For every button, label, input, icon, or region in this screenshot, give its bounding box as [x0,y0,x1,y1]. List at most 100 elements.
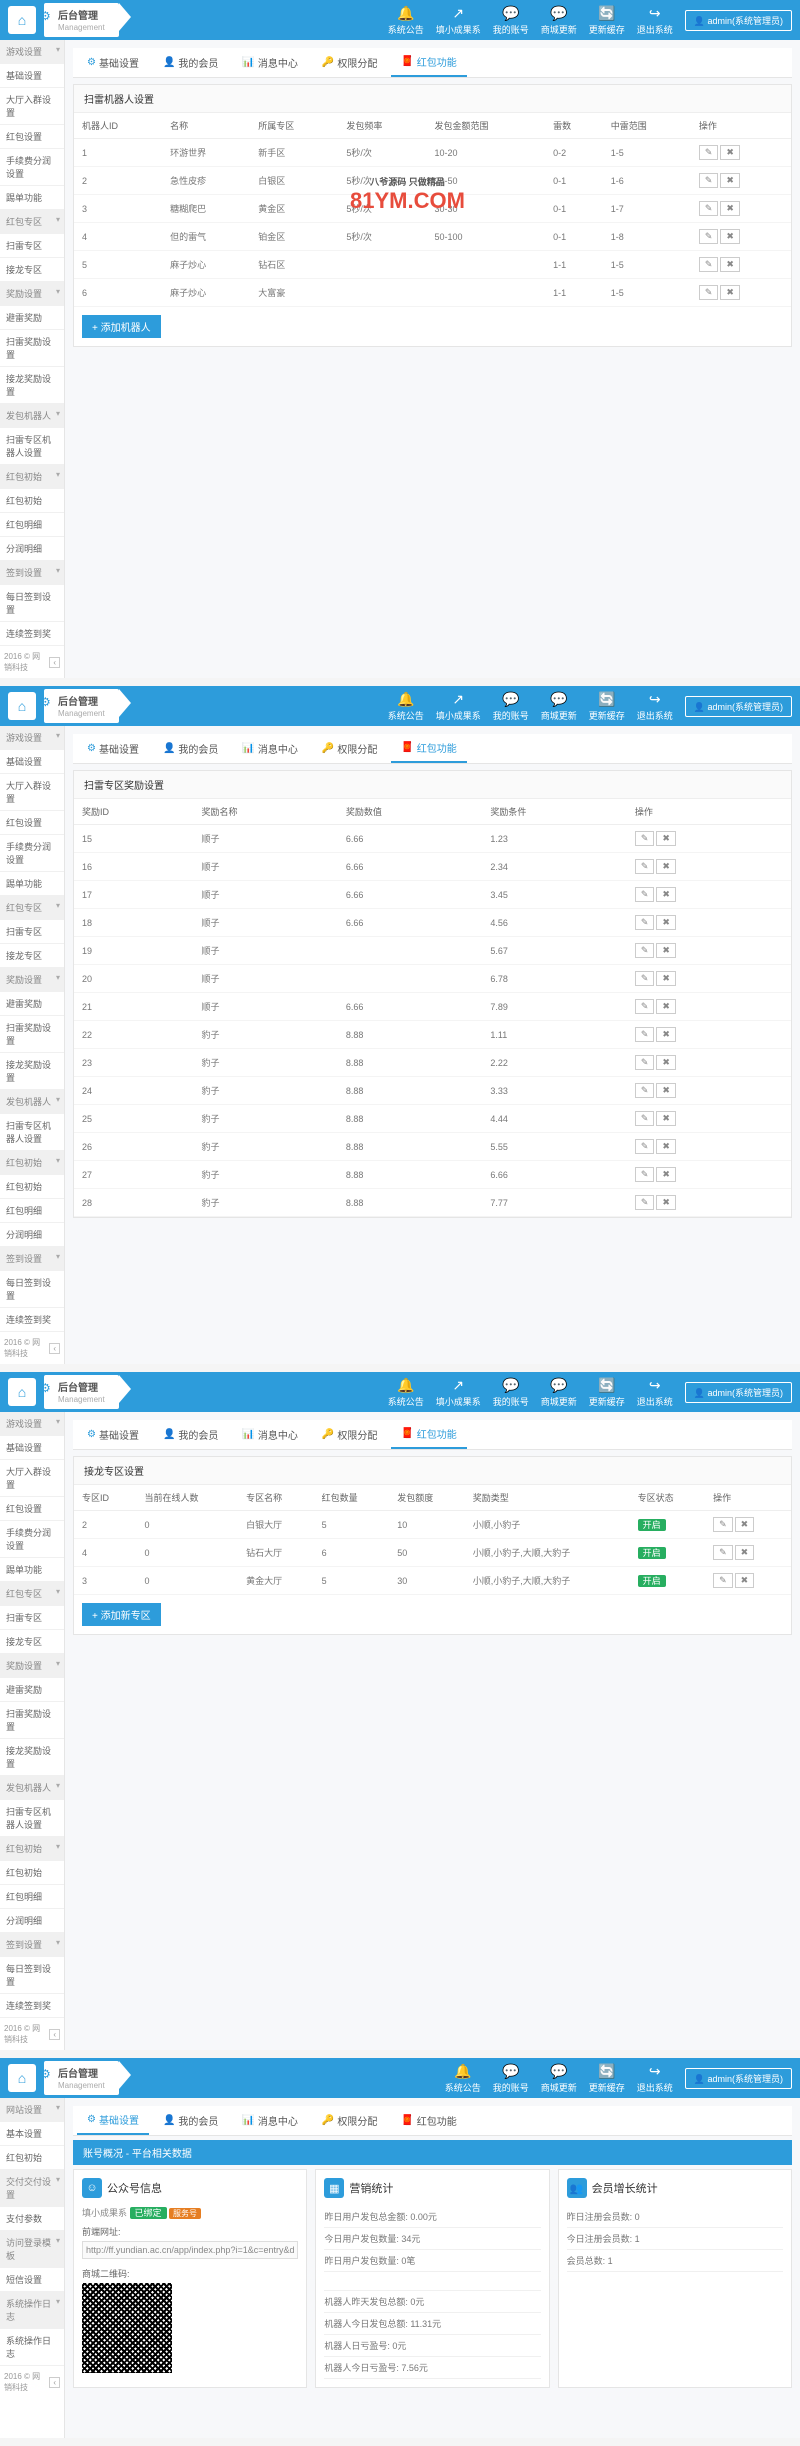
tab[interactable]: 📊消息中心 [232,2106,307,2135]
topbar-item[interactable]: ↗填小成果系 [436,1377,481,1408]
sidebar-item[interactable]: 手续费分润设置 [0,1521,64,1558]
tab[interactable]: 👤我的会员 [153,734,228,763]
topbar-item[interactable]: 🔄更新缓存 [589,1377,625,1408]
edit-button[interactable]: ✎ [713,1517,733,1532]
sidebar-item[interactable]: 每日签到设置 [0,585,64,622]
edit-button[interactable]: ✎ [635,1167,655,1182]
sidebar-item[interactable]: 扫雷奖励设置 [0,330,64,367]
sidebar-item[interactable]: 每日签到设置 [0,1271,64,1308]
topbar-item[interactable]: ↗填小成果系 [436,5,481,36]
topbar-item[interactable]: ↪退出系统 [637,1377,673,1408]
add-robot-button[interactable]: + 添加机器人 [82,315,161,338]
sidebar-item[interactable]: 扫雷专区 [0,920,64,944]
sidebar-item[interactable]: 基础设置 [0,750,64,774]
tab[interactable]: 📊消息中心 [232,734,307,763]
admin-button[interactable]: 👤 admin(系统管理员) [685,696,792,717]
tab[interactable]: ⚙基础设置 [77,48,149,77]
sidebar-item[interactable]: 红包设置 [0,811,64,835]
tab[interactable]: 🧧红包功能 [391,2106,466,2135]
topbar-item[interactable]: 💬商城更新 [541,1377,577,1408]
delete-button[interactable]: ✖ [656,971,676,986]
tab[interactable]: ⚙基础设置 [77,1420,149,1449]
sidebar-item[interactable]: 大厅入群设置 [0,1460,64,1497]
tab[interactable]: 🔑权限分配 [312,48,387,77]
sidebar-item[interactable]: 基础设置 [0,1436,64,1460]
delete-button[interactable]: ✖ [656,859,676,874]
delete-button[interactable]: ✖ [735,1545,755,1560]
sidebar-item[interactable]: 大厅入群设置 [0,774,64,811]
edit-button[interactable]: ✎ [699,285,719,300]
sidebar-item[interactable]: 扫雷专区机器人设置 [0,1114,64,1151]
sidebar-item[interactable]: 接龙奖励设置 [0,1053,64,1090]
topbar-item[interactable]: 🔔系统公告 [388,5,424,36]
edit-button[interactable]: ✎ [699,257,719,272]
topbar-item[interactable]: 💬我的账号 [493,691,529,722]
delete-button[interactable]: ✖ [656,1111,676,1126]
topbar-item[interactable]: ↪退出系统 [637,2063,673,2094]
edit-button[interactable]: ✎ [635,1139,655,1154]
delete-button[interactable]: ✖ [720,229,740,244]
topbar-item[interactable]: 🔄更新缓存 [589,691,625,722]
edit-button[interactable]: ✎ [699,201,719,216]
delete-button[interactable]: ✖ [720,201,740,216]
sidebar-item[interactable]: 红包明细 [0,513,64,537]
sidebar-item[interactable]: 红包明细 [0,1199,64,1223]
sidebar-item[interactable]: 接龙奖励设置 [0,367,64,404]
url-input[interactable] [82,2241,298,2259]
topbar-item[interactable]: 💬商城更新 [541,691,577,722]
edit-button[interactable]: ✎ [635,999,655,1014]
sidebar-item[interactable]: 支付参数 [0,2207,64,2231]
tab[interactable]: 📊消息中心 [232,48,307,77]
delete-button[interactable]: ✖ [720,145,740,160]
sidebar-item[interactable]: 连续签到奖 [0,1308,64,1332]
sidebar-item[interactable]: 接龙专区 [0,1630,64,1654]
topbar-item[interactable]: 🔄更新缓存 [589,5,625,36]
delete-button[interactable]: ✖ [656,1083,676,1098]
sidebar-item[interactable]: 系统操作日志 [0,2329,64,2366]
sidebar-item[interactable]: 大厅入群设置 [0,88,64,125]
tab[interactable]: 🔑权限分配 [312,2106,387,2135]
delete-button[interactable]: ✖ [656,1195,676,1210]
sidebar-item[interactable]: 踢单功能 [0,872,64,896]
delete-button[interactable]: ✖ [656,887,676,902]
edit-button[interactable]: ✎ [635,831,655,846]
sidebar-item[interactable]: 避雷奖励 [0,1678,64,1702]
topbar-item[interactable]: 🔔系统公告 [388,1377,424,1408]
edit-button[interactable]: ✎ [635,1111,655,1126]
admin-button[interactable]: 👤 admin(系统管理员) [685,10,792,31]
edit-button[interactable]: ✎ [635,943,655,958]
topbar-item[interactable]: 💬我的账号 [493,1377,529,1408]
sidebar-item[interactable]: 红包初始 [0,1175,64,1199]
sidebar-item[interactable]: 基础设置 [0,64,64,88]
add-zone-button[interactable]: + 添加新专区 [82,1603,161,1626]
sidebar-item[interactable]: 手续费分润设置 [0,149,64,186]
tab[interactable]: 🧧红包功能 [391,48,466,77]
sidebar-item[interactable]: 连续签到奖 [0,622,64,646]
topbar-item[interactable]: 🔔系统公告 [445,2063,481,2094]
tab[interactable]: 👤我的会员 [153,2106,228,2135]
topbar-item[interactable]: ↗填小成果系 [436,691,481,722]
sidebar-item[interactable]: 分润明细 [0,537,64,561]
edit-button[interactable]: ✎ [635,1083,655,1098]
delete-button[interactable]: ✖ [656,915,676,930]
edit-button[interactable]: ✎ [635,1027,655,1042]
sidebar-item[interactable]: 扫雷奖励设置 [0,1702,64,1739]
topbar-item[interactable]: 🔔系统公告 [388,691,424,722]
topbar-item[interactable]: ↪退出系统 [637,691,673,722]
sidebar-item[interactable]: 红包初始 [0,1861,64,1885]
sidebar-item[interactable]: 扫雷专区机器人设置 [0,1800,64,1837]
delete-button[interactable]: ✖ [656,999,676,1014]
sidebar-item[interactable]: 扫雷专区 [0,1606,64,1630]
delete-button[interactable]: ✖ [656,943,676,958]
edit-button[interactable]: ✎ [635,887,655,902]
tab[interactable]: 🔑权限分配 [312,734,387,763]
delete-button[interactable]: ✖ [720,257,740,272]
sidebar-item[interactable]: 短信设置 [0,2268,64,2292]
delete-button[interactable]: ✖ [656,1139,676,1154]
tab[interactable]: 👤我的会员 [153,1420,228,1449]
edit-button[interactable]: ✎ [635,1055,655,1070]
edit-button[interactable]: ✎ [635,859,655,874]
topbar-item[interactable]: 💬商城更新 [541,2063,577,2094]
tab[interactable]: ⚙基础设置 [77,734,149,763]
tab[interactable]: ⚙基础设置 [77,2106,149,2135]
